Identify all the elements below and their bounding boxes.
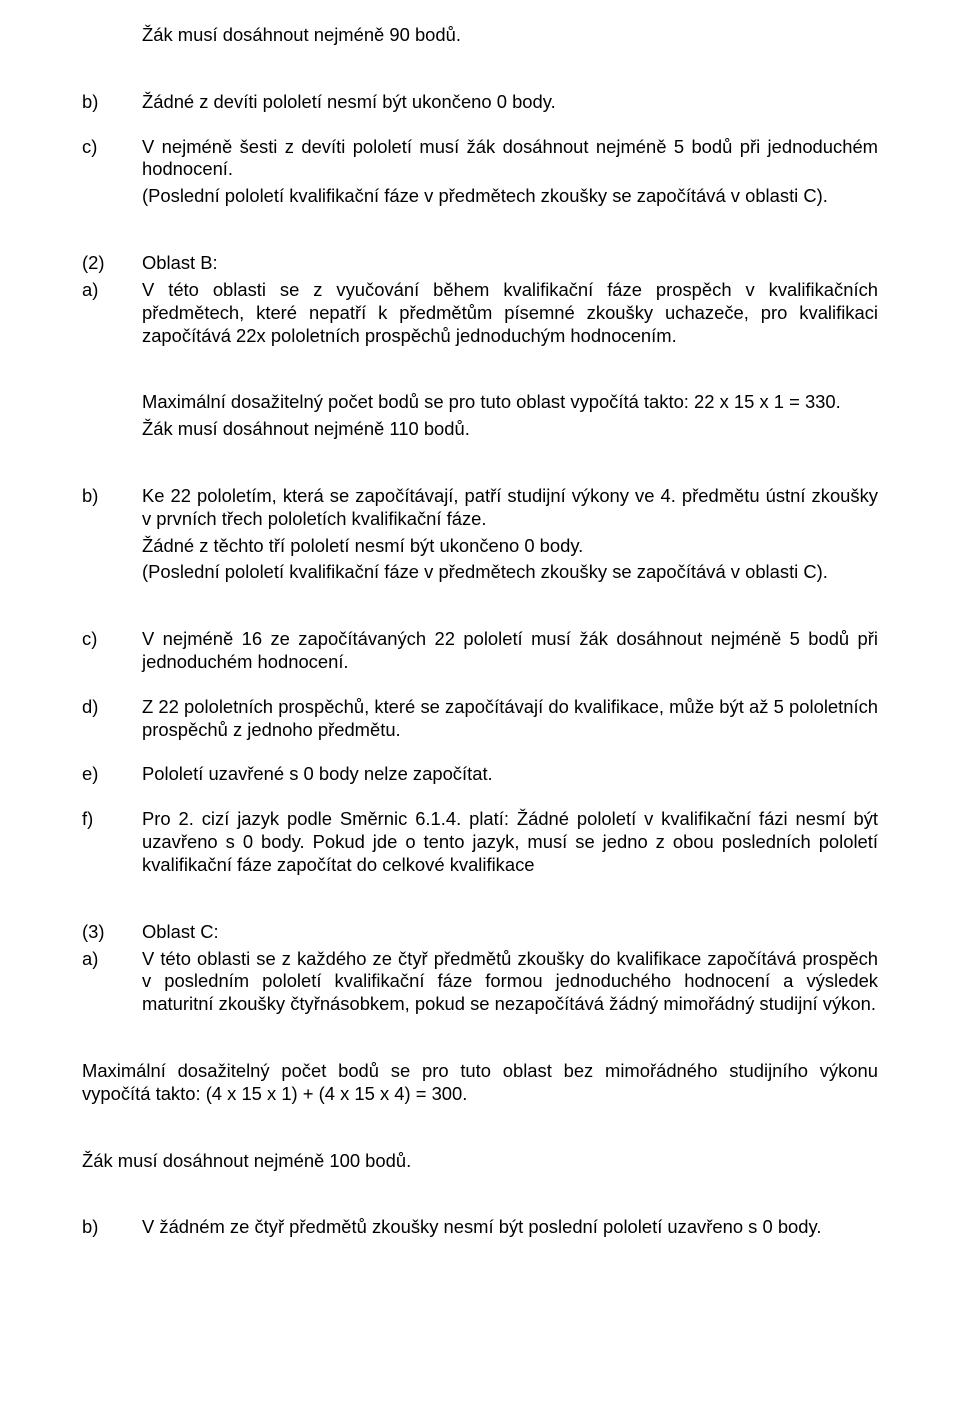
item-2a: a) V této oblasti se z vyučování během k… — [82, 279, 878, 347]
item-2f: f) Pro 2. cizí jazyk podle Směrnic 6.1.4… — [82, 808, 878, 876]
item-2b-label: b) — [82, 485, 142, 531]
section-3-title: Oblast C: — [142, 921, 878, 944]
item-2c: c) V nejméně 16 ze započítávaných 22 pol… — [82, 628, 878, 674]
item-b-1-text: Žádné z devíti pololetí nesmí být ukonče… — [142, 91, 878, 114]
item-2b-sub2: (Poslední pololetí kvalifikační fáze v p… — [142, 561, 878, 584]
item-2b: b) Ke 22 pololetím, která se započítávaj… — [82, 485, 878, 531]
section-3-calc: Maximální dosažitelný počet bodů se pro … — [82, 1060, 878, 1106]
min-90-text: Žák musí dosáhnout nejméně 90 bodů. — [142, 24, 878, 47]
section-2-title: Oblast B: — [142, 252, 878, 275]
item-3a-text: V této oblasti se z každého ze čtyř před… — [142, 948, 878, 1016]
item-c-1: c) V nejméně šesti z devíti pololetí mus… — [82, 136, 878, 182]
section-3-header: (3) Oblast C: — [82, 921, 878, 944]
item-b-1: b) Žádné z devíti pololetí nesmí být uko… — [82, 91, 878, 114]
item-2e-text: Pololetí uzavřené s 0 body nelze započít… — [142, 763, 878, 786]
item-2f-label: f) — [82, 808, 142, 876]
item-c-1-sub: (Poslední pololetí kvalifikační fáze v p… — [142, 185, 878, 208]
item-c-1-text: V nejméně šesti z devíti pololetí musí ž… — [142, 136, 878, 182]
item-2f-text: Pro 2. cizí jazyk podle Směrnic 6.1.4. p… — [142, 808, 878, 876]
item-3b-label: b) — [82, 1216, 142, 1239]
item-2c-label: c) — [82, 628, 142, 674]
item-2a-calc: Maximální dosažitelný počet bodů se pro … — [142, 391, 878, 414]
item-2a-text: V této oblasti se z vyučování během kval… — [142, 279, 878, 347]
item-2b-text: Ke 22 pololetím, která se započítávají, … — [142, 485, 878, 531]
item-c-1-label: c) — [82, 136, 142, 182]
section-2-label: (2) — [82, 252, 142, 275]
item-2d-label: d) — [82, 696, 142, 742]
item-2a-label: a) — [82, 279, 142, 347]
section-3-min: Žák musí dosáhnout nejméně 100 bodů. — [82, 1150, 878, 1173]
item-2b-sub1: Žádné z těchto tří pololetí nesmí být uk… — [142, 535, 878, 558]
section-2-header: (2) Oblast B: — [82, 252, 878, 275]
item-3a-label: a) — [82, 948, 142, 1016]
item-2d-text: Z 22 pololetních prospěchů, které se zap… — [142, 696, 878, 742]
item-b-1-label: b) — [82, 91, 142, 114]
item-3b: b) V žádném ze čtyř předmětů zkoušky nes… — [82, 1216, 878, 1239]
section-3-label: (3) — [82, 921, 142, 944]
item-2d: d) Z 22 pololetních prospěchů, které se … — [82, 696, 878, 742]
item-2e-label: e) — [82, 763, 142, 786]
item-2e: e) Pololetí uzavřené s 0 body nelze zapo… — [82, 763, 878, 786]
item-2a-min: Žák musí dosáhnout nejméně 110 bodů. — [142, 418, 878, 441]
item-3a: a) V této oblasti se z každého ze čtyř p… — [82, 948, 878, 1016]
item-2c-text: V nejméně 16 ze započítávaných 22 polole… — [142, 628, 878, 674]
item-3b-text: V žádném ze čtyř předmětů zkoušky nesmí … — [142, 1216, 878, 1239]
